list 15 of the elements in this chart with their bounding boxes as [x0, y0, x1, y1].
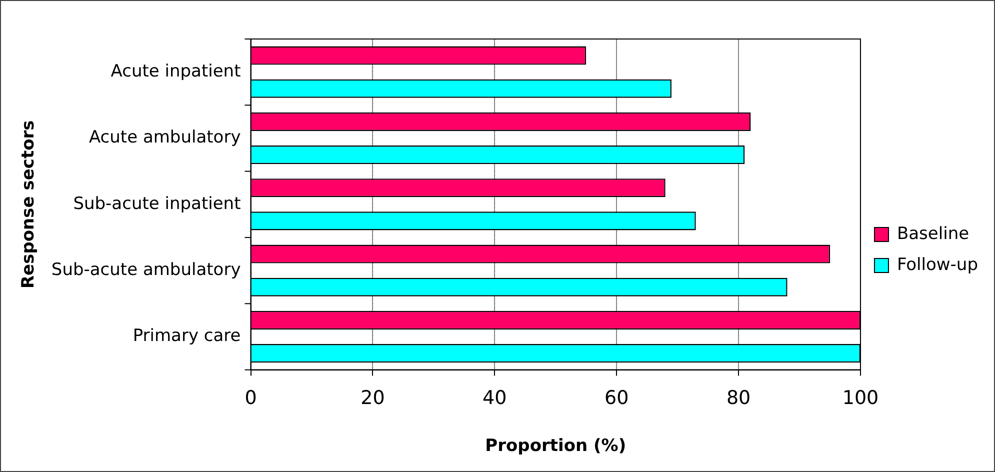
x-tick-label: 100 — [842, 387, 879, 410]
y-tick-label: Primary care — [132, 326, 241, 346]
legend-label: Baseline — [896, 224, 970, 244]
legend-label: Follow-up — [896, 254, 978, 275]
x-tick-label: 40 — [482, 387, 507, 410]
y-tick-label: Sub-acute inpatient — [73, 194, 242, 214]
y-axis-title: Response sectors — [18, 120, 39, 289]
x-tick-label: 60 — [604, 387, 629, 410]
y-tick-label: Acute inpatient — [110, 62, 242, 82]
y-tick-label: Acute ambulatory — [88, 128, 241, 148]
x-tick-label: 80 — [726, 387, 751, 410]
x-tick-label: 20 — [360, 387, 385, 410]
x-axis-title: Proportion (%) — [485, 436, 626, 456]
y-tick-label: Sub-acute ambulatory — [51, 260, 241, 280]
x-tick-label: 0 — [244, 387, 257, 410]
